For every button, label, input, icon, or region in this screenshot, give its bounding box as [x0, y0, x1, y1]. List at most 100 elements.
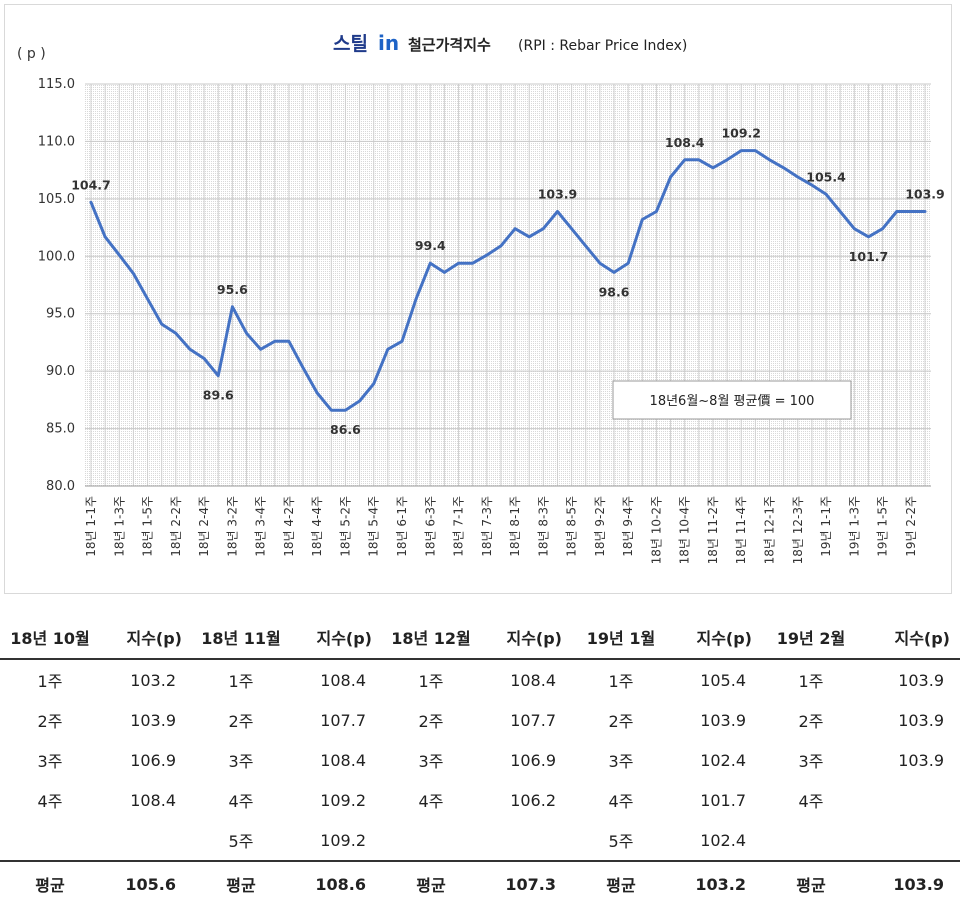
data-point [698, 159, 700, 161]
average-label-cell: 평균 [382, 860, 480, 906]
x-tick-label: 18년 2-2주 [169, 496, 183, 557]
average-label-cell: 평균 [192, 860, 290, 906]
data-point [570, 227, 573, 230]
data-point [288, 340, 290, 343]
index-value-cell [860, 820, 960, 861]
x-tick-label: 18년 6-1주 [395, 496, 409, 557]
data-point [485, 254, 488, 256]
index-value-cell: 106.9 [510, 750, 556, 770]
index-value-cell: 109.2 [320, 830, 366, 850]
data-point [712, 167, 714, 169]
y-tick-label: 80.0 [46, 479, 75, 494]
table-header-month: 19년 2월 [762, 616, 860, 660]
data-label: 109.2 [721, 126, 761, 141]
data-point [599, 262, 601, 264]
index-value-cell [100, 820, 192, 861]
data-label: 104.7 [71, 177, 111, 192]
data-point [924, 210, 926, 213]
data-point [768, 159, 771, 161]
average-value-cell: 105.6 [100, 860, 192, 906]
data-point [132, 272, 135, 275]
data-label: 103.9 [538, 186, 578, 201]
index-value-cell: 102.4 [700, 750, 746, 770]
note-text: 18년6월~8월 평균價 = 100 [650, 394, 815, 409]
data-point [471, 262, 474, 264]
x-tick-label: 18년 4-2주 [282, 496, 296, 557]
y-tick-label: 105.0 [38, 192, 75, 207]
chart-title-main: 철근가격지수 [408, 36, 491, 54]
table-row: 2주 103.9 2주 107.7 2주 107.7 2주 103.9 2주 103.9 [0, 700, 960, 740]
x-tick-label: 18년 10-4주 [678, 496, 692, 564]
x-tick-label: 18년 2-4주 [197, 496, 211, 557]
index-value-cell: 103.9 [700, 710, 746, 730]
data-point [740, 149, 743, 152]
series-line [89, 149, 927, 412]
x-tick-label: 18년 11-4주 [734, 496, 748, 564]
data-point [231, 306, 234, 308]
y-tick-label: 95.0 [46, 307, 75, 322]
brand-logo-in: in [378, 31, 399, 55]
data-point [245, 332, 248, 335]
average-label-cell: 평균 [572, 860, 670, 906]
data-point [189, 348, 191, 351]
data-point [867, 235, 870, 238]
week-cell: 4주 [37, 792, 63, 811]
average-value-cell: 103.2 [670, 860, 762, 906]
week-cell: 2주 [228, 712, 254, 731]
index-value-cell: 101.7 [700, 790, 746, 810]
data-point [796, 176, 799, 178]
brand-logo-text: 스틸 [333, 33, 368, 55]
x-tick-label: 18년 4-4주 [310, 496, 324, 557]
x-tick-label: 19년 1-1주 [819, 496, 833, 557]
data-point [910, 210, 912, 213]
index-table: 18년 10월 지수(p) 18년 11월 지수(p) 18년 12월 지수(p) 19년 … [0, 616, 960, 906]
y-tick-label: 90.0 [46, 364, 75, 379]
data-point [160, 323, 163, 325]
x-tick-label: 18년 12-3주 [791, 496, 805, 564]
data-point [175, 332, 177, 335]
note-box: 18년6월~8월 평균價 = 100 [612, 380, 852, 420]
x-tick-label: 18년 10-2주 [649, 496, 663, 564]
plot-area [85, 84, 931, 486]
week-cell: 3주 [608, 752, 634, 771]
table-header-month: 18년 12월 [382, 616, 480, 660]
data-label: 99.4 [415, 238, 446, 253]
data-point [118, 254, 121, 256]
data-point [372, 382, 375, 385]
data-point [316, 392, 318, 394]
week-cell: 1주 [37, 672, 63, 691]
table-header-index: 지수(p) [480, 616, 572, 660]
table-header-index: 지수(p) [860, 616, 960, 660]
x-tick-label: 18년 3-4주 [254, 496, 268, 557]
table-row: 5주 109.2 5주 102.4 [0, 820, 960, 861]
data-point [584, 245, 587, 247]
index-value-cell: 108.4 [130, 790, 176, 810]
table-header-month: 18년 10월 [0, 616, 100, 660]
x-tick-label: 18년 1-3주 [112, 496, 126, 557]
index-value-cell: 106.2 [510, 790, 556, 810]
x-tick-label: 18년 8-5주 [565, 496, 579, 557]
x-tick-label: 18년 7-3주 [480, 496, 494, 557]
index-value-cell: 107.7 [510, 710, 556, 730]
index-value-cell: 107.7 [320, 710, 366, 730]
x-tick-label: 18년 8-1주 [508, 496, 522, 557]
data-label: 101.7 [849, 249, 889, 264]
data-label: 89.6 [203, 388, 234, 403]
index-value-cell: 105.4 [700, 670, 746, 690]
data-point [627, 262, 629, 264]
week-cell: 4주 [418, 792, 444, 811]
chart-title: 스틸 in 철근가격지수 (RPI : Rebar Price Index) [333, 31, 687, 55]
week-cell: 2주 [37, 712, 63, 731]
table-header-row: 18년 10월 지수(p) 18년 11월 지수(p) 18년 12월 지수(p) 19년 … [0, 616, 960, 660]
y-tick-label: 115.0 [38, 77, 75, 92]
data-point [655, 210, 658, 213]
index-value-cell: 102.4 [700, 830, 746, 850]
week-cell [382, 820, 480, 861]
index-value-cell: 108.4 [510, 670, 556, 690]
data-point [344, 409, 347, 411]
week-cell: 3주 [228, 752, 254, 771]
index-value-cell: 108.4 [320, 750, 366, 770]
data-point [273, 340, 276, 343]
data-point [825, 193, 827, 196]
data-point [259, 348, 262, 351]
